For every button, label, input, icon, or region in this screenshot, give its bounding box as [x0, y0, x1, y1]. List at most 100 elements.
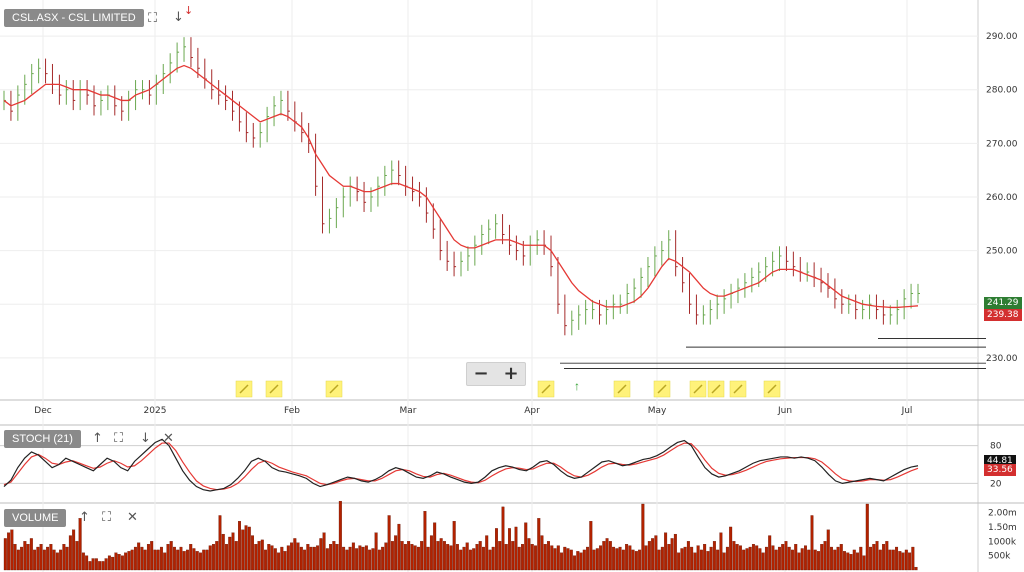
y-tick-label: 290.00: [986, 32, 1018, 42]
volume-bar: [735, 544, 739, 571]
zoom-out-button[interactable]: −: [473, 363, 489, 384]
volume-bar: [244, 525, 248, 571]
x-tick-label: Feb: [284, 406, 300, 416]
volume-label[interactable]: VOLUME: [4, 509, 67, 527]
volume-bar: [114, 552, 118, 571]
volume-bar: [416, 546, 420, 571]
arrow-up-icon[interactable]: ↑: [79, 510, 90, 525]
arrow-down-signal-icon: ↓: [184, 4, 194, 17]
volume-bar: [667, 544, 671, 571]
y-tick-label: 280.00: [986, 86, 1018, 96]
volume-bar: [511, 541, 515, 571]
volume-bar: [16, 549, 20, 571]
volume-bar: [140, 546, 144, 571]
x-tick-label: Mar: [400, 406, 417, 416]
volume-bar: [364, 545, 368, 571]
zoom-in-button[interactable]: +: [503, 363, 519, 384]
volume-bar: [719, 532, 723, 571]
volume-bar: [384, 542, 388, 571]
volume-bar: [403, 544, 407, 571]
volume-bar: [586, 546, 590, 571]
pencil-icon-stroke: [767, 384, 777, 394]
pencil-icon-stroke: [541, 384, 551, 394]
volume-bar: [777, 546, 781, 571]
volume-bar: [260, 539, 264, 571]
volume-bar: [273, 548, 277, 571]
volume-bar: [65, 546, 69, 571]
volume-bar: [319, 538, 323, 571]
arrow-down-icon[interactable]: ↓: [173, 10, 184, 25]
volume-bar: [615, 548, 619, 571]
volume-bar: [221, 533, 225, 571]
volume-bar: [205, 549, 209, 571]
volume-bar: [452, 521, 456, 571]
volume-bar: [673, 533, 677, 571]
volume-bar: [800, 548, 804, 571]
expand-icon[interactable]: ⛶: [114, 431, 124, 446]
volume-bar: [498, 541, 502, 571]
volume-bar: [478, 541, 482, 571]
volume-bar: [530, 544, 534, 571]
volume-bar: [839, 544, 843, 571]
volume-bar: [423, 511, 427, 571]
x-tick-label: Jul: [901, 406, 913, 416]
volume-bar: [446, 544, 450, 571]
volume-bar: [390, 541, 394, 571]
expand-icon[interactable]: ⛶: [102, 510, 112, 525]
volume-bar: [709, 546, 713, 571]
volume-bar: [817, 551, 820, 571]
volume-bar: [745, 548, 749, 571]
ma-price-tag: 239.38: [984, 309, 1022, 321]
volume-bar: [153, 549, 157, 571]
volume-bar: [790, 549, 794, 571]
volume-bar: [299, 546, 303, 571]
volume-bar: [908, 552, 912, 571]
arrow-down-icon[interactable]: ↓: [140, 431, 151, 446]
volume-bar: [856, 552, 860, 571]
volume-bar: [234, 541, 238, 571]
volume-bar: [540, 535, 544, 571]
pencil-icon-stroke: [711, 384, 721, 394]
volume-bar: [794, 544, 798, 571]
volume-bar: [872, 544, 876, 571]
zoom-controls: − +: [466, 362, 526, 386]
pencil-icon-stroke: [269, 384, 279, 394]
volume-bar: [592, 549, 596, 571]
volume-bar: [225, 544, 228, 571]
volume-bar: [595, 548, 599, 571]
volume-bar: [264, 549, 268, 571]
volume-bar: [677, 552, 681, 571]
volume-bar: [46, 546, 50, 571]
pencil-icon-stroke: [239, 384, 249, 394]
volume-bar: [524, 522, 528, 571]
volume-bar: [371, 548, 375, 571]
volume-bar: [172, 546, 176, 571]
volume-bar: [547, 541, 550, 571]
main-chart-label[interactable]: CSL.ASX - CSL LIMITED: [4, 9, 144, 27]
stoch-label[interactable]: STOCH (21): [4, 430, 81, 448]
volume-bar: [722, 552, 726, 571]
volume-bar: [426, 546, 430, 571]
close-icon[interactable]: ✕: [127, 510, 138, 525]
volume-bar: [823, 541, 827, 571]
volume-bar: [573, 555, 577, 571]
volume-bar: [475, 544, 479, 571]
volume-bar: [345, 549, 349, 571]
volume-bar: [904, 549, 908, 571]
volume-bar: [182, 551, 186, 571]
volume-bar: [605, 538, 609, 571]
volume-bar: [231, 532, 235, 571]
last-price-tag: 241.29: [984, 297, 1022, 309]
volume-bar: [693, 552, 697, 571]
volume-bar: [293, 538, 297, 571]
volume-bar: [127, 551, 131, 571]
volume-bar: [882, 544, 886, 571]
volume-bar: [13, 544, 17, 571]
close-icon[interactable]: ✕: [163, 431, 174, 446]
stoch-k-line: [3, 438, 919, 492]
arrow-up-icon[interactable]: ↑: [92, 431, 103, 446]
volume-bar: [462, 546, 466, 571]
volume-bar: [98, 561, 102, 571]
expand-icon[interactable]: ⛶: [148, 11, 158, 26]
volume-bar: [413, 545, 417, 571]
